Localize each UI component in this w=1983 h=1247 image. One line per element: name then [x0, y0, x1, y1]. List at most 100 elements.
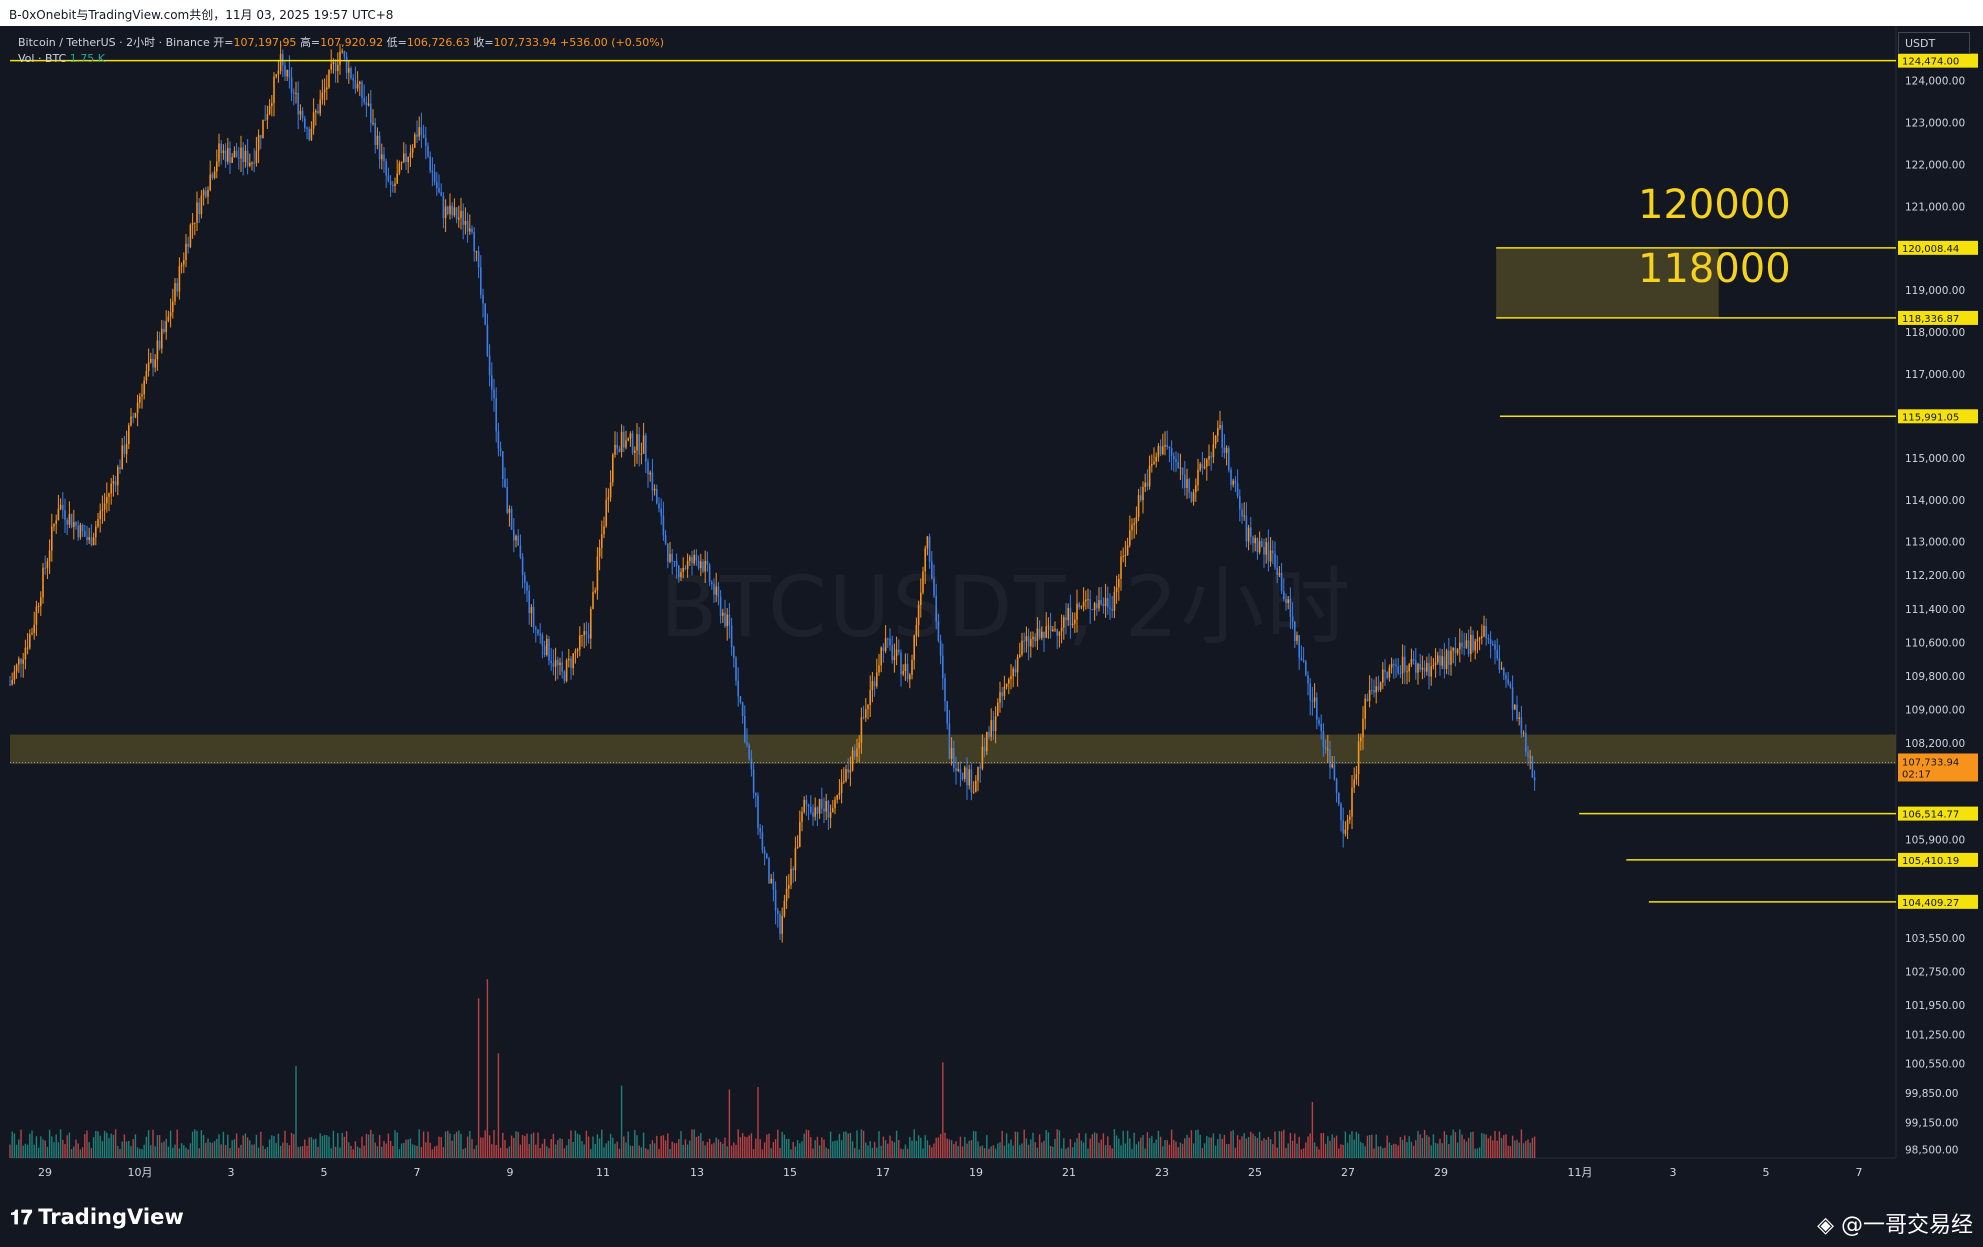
volume-bar	[1309, 1133, 1311, 1158]
candle-body	[565, 660, 568, 681]
volume-bar	[365, 1133, 368, 1158]
candle-body	[851, 750, 854, 771]
candle-body	[909, 674, 911, 680]
candle-body	[935, 595, 937, 622]
candle-body	[356, 83, 359, 89]
volume-bar	[660, 1135, 662, 1158]
legend-open-label: 开=	[213, 36, 234, 49]
candle-body	[1514, 704, 1516, 710]
candle-body	[488, 355, 491, 376]
candle-body	[862, 717, 865, 719]
volume-bar	[836, 1140, 838, 1158]
currency-selector[interactable]: USDT	[1898, 32, 1970, 54]
volume-bar	[1122, 1130, 1124, 1158]
candle-body	[803, 799, 805, 812]
candle-body	[517, 535, 519, 546]
candle-body	[1360, 737, 1362, 742]
candle-body	[821, 799, 823, 809]
candle-body	[590, 608, 592, 639]
volume-bar	[341, 1132, 343, 1158]
volume-bar	[1481, 1132, 1483, 1158]
candle-body	[235, 150, 238, 158]
volume-bar	[1217, 1139, 1219, 1158]
volume-bar	[101, 1141, 104, 1158]
candle-body	[541, 635, 544, 646]
volume-bar	[1074, 1142, 1076, 1158]
volume-bar	[209, 1142, 211, 1158]
volume-bar	[895, 1130, 898, 1158]
volume-bar	[1038, 1134, 1041, 1158]
volume-bar	[286, 1143, 288, 1158]
volume-bar	[273, 1135, 275, 1158]
candle-body	[898, 649, 900, 653]
candle-body	[671, 553, 673, 561]
level-tag-3	[1898, 409, 1978, 424]
candle-body	[607, 497, 610, 500]
volume-bar	[260, 1131, 262, 1158]
volume-bar	[1329, 1140, 1331, 1158]
candle-body	[691, 556, 693, 564]
candle-body	[1335, 779, 1338, 793]
candle-body	[326, 87, 328, 90]
candle-body	[319, 99, 321, 114]
symbol-watermark: BTCUSDT, 2小时	[660, 558, 1353, 656]
candle-body	[561, 662, 563, 672]
candle-body	[1320, 723, 1322, 732]
x-tick-label: 13	[690, 1166, 704, 1179]
volume-bar	[1089, 1138, 1091, 1158]
volume-bar	[1170, 1129, 1173, 1158]
volume-bar	[640, 1147, 643, 1158]
candle-body	[682, 567, 684, 573]
candle-body	[983, 746, 986, 752]
candle-body	[260, 135, 262, 139]
candle-body	[132, 416, 134, 418]
candle-body	[867, 704, 869, 710]
y-tick-label: 111,400.00	[1905, 604, 1965, 616]
y-tick-label: 99,850.00	[1905, 1088, 1958, 1100]
level-tag-0	[1898, 53, 1978, 68]
candle-body	[1245, 515, 1248, 542]
volume-bar	[1019, 1145, 1021, 1158]
candle-body	[1362, 718, 1364, 738]
candle-body	[1089, 599, 1091, 610]
volume-bar	[1137, 1141, 1140, 1158]
volume-bar	[1423, 1129, 1426, 1158]
volume-bar	[40, 1136, 42, 1158]
candle-body	[739, 696, 742, 703]
candle-body	[717, 586, 720, 597]
volume-bar	[48, 1129, 51, 1158]
volume-bar	[202, 1135, 205, 1158]
volume-bar	[1494, 1130, 1496, 1158]
candle-body	[409, 152, 412, 158]
volume-bar	[614, 1143, 616, 1158]
volume-bar	[1289, 1132, 1292, 1158]
volume-bar	[1327, 1136, 1329, 1158]
candle-body	[997, 702, 999, 717]
volume-bar	[656, 1135, 658, 1158]
candle-body	[792, 868, 794, 871]
tradingview-logo[interactable]: 𝟏𝟕 TradingView	[10, 1205, 184, 1229]
candle-body	[75, 522, 77, 526]
volume-bar	[766, 1134, 768, 1158]
candle-body	[1309, 683, 1311, 701]
candle-body	[788, 885, 790, 889]
volume-bar	[103, 1130, 106, 1158]
candle-body	[233, 150, 236, 158]
candle-body	[711, 582, 713, 585]
volume-bar	[1503, 1135, 1505, 1158]
volume-bar	[607, 1140, 610, 1158]
volume-label: Vol · BTC	[18, 52, 67, 65]
x-tick-label: 17	[876, 1166, 890, 1179]
candle-body	[286, 69, 288, 77]
chart-pane[interactable]	[10, 26, 1896, 1184]
candle-body	[385, 161, 387, 176]
legend-open-value: 107,197.95	[233, 36, 297, 49]
volume-bar	[1533, 1136, 1536, 1158]
candle-body	[1327, 749, 1329, 751]
volume-bar	[680, 1130, 682, 1158]
candle-body	[1065, 617, 1067, 621]
candle-body	[495, 398, 497, 432]
x-tick-label: 11月	[1568, 1166, 1593, 1179]
candle-body	[1465, 640, 1468, 648]
